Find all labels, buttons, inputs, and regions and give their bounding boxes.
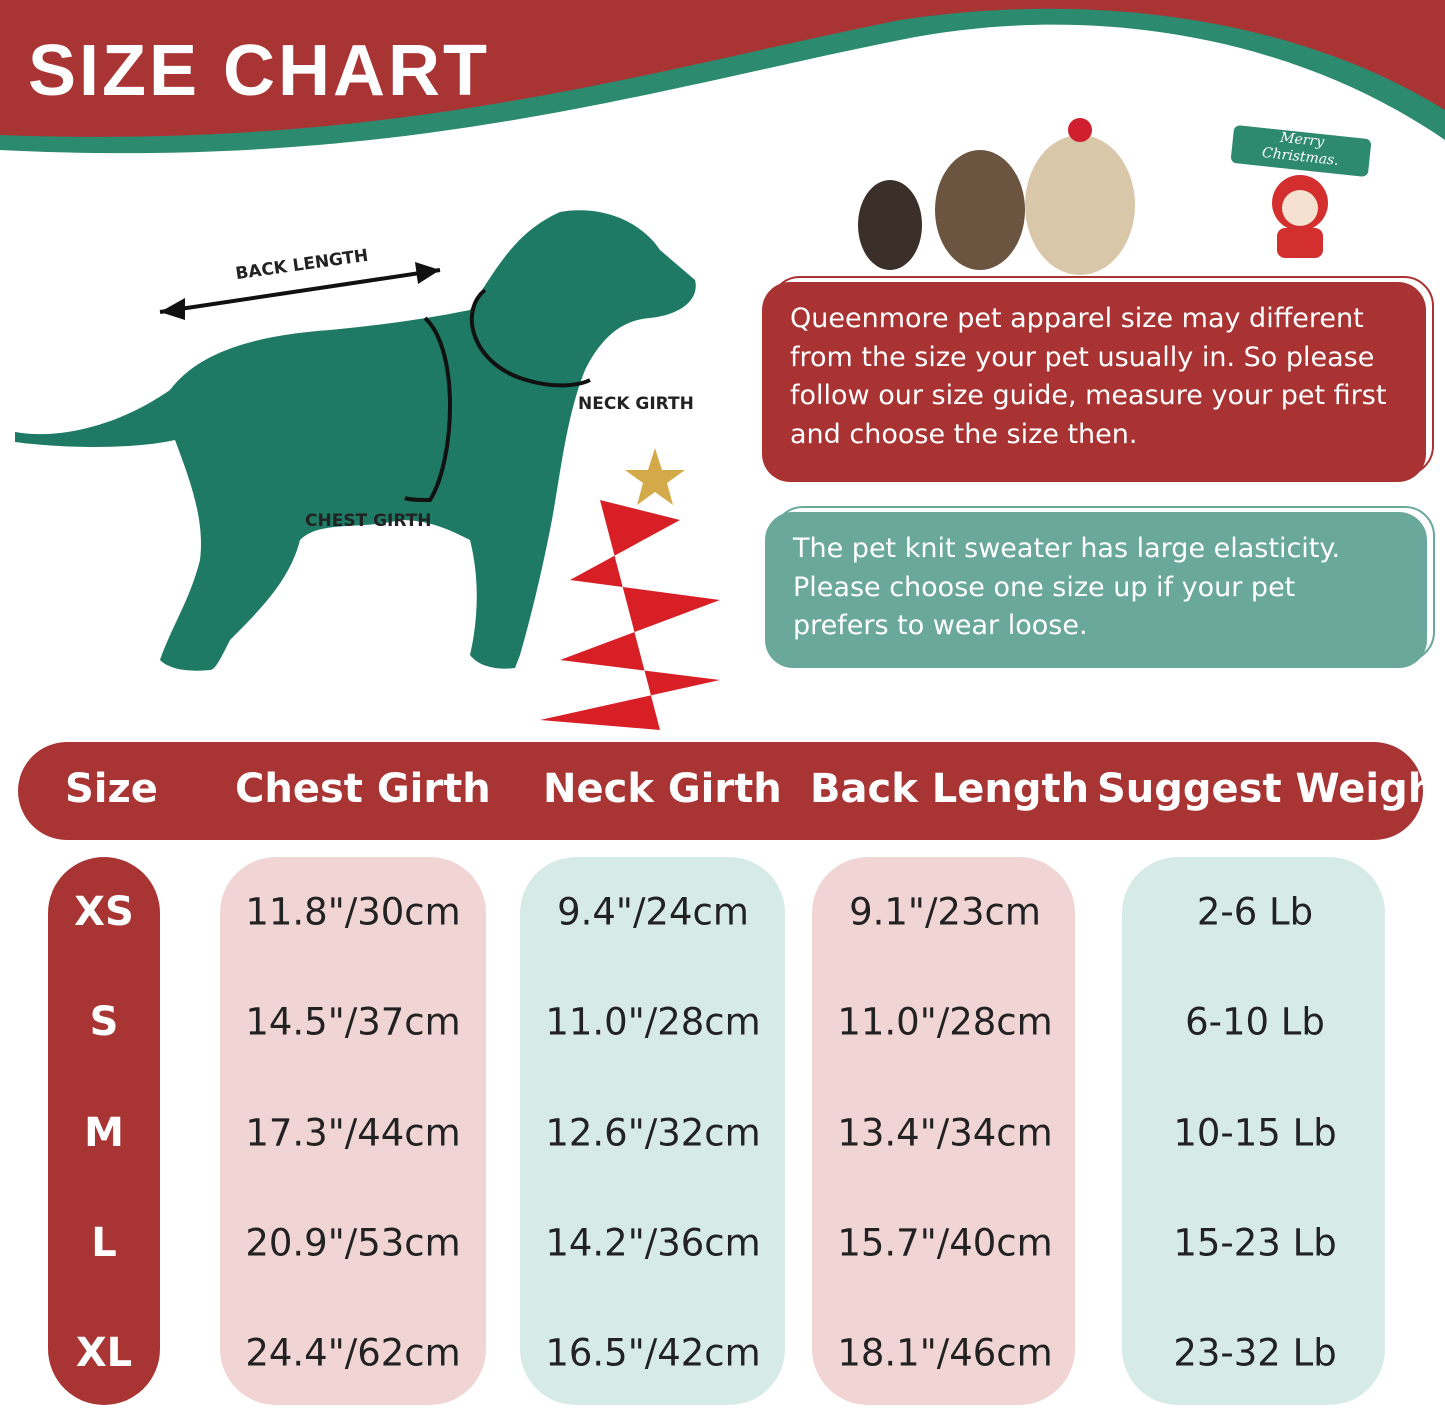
size-cell: S xyxy=(89,999,119,1045)
table-header-bar xyxy=(18,742,1423,840)
size-cell: L xyxy=(91,1220,117,1266)
header-neck-girth: Neck Girth xyxy=(543,766,782,812)
size-column xyxy=(48,857,160,1405)
elasticity-note: The pet knit sweater has large elasticit… xyxy=(765,512,1427,668)
neck-cell: 12.6"/32cm xyxy=(545,1111,761,1155)
back-cell: 11.0"/28cm xyxy=(837,1000,1053,1044)
suggest-weight-column xyxy=(1122,857,1385,1405)
weight-cell: 10-15 Lb xyxy=(1173,1111,1337,1155)
christmas-tree-decoration xyxy=(540,500,720,730)
back-cell: 15.7"/40cm xyxy=(837,1221,1053,1265)
weight-cell: 6-10 Lb xyxy=(1185,1000,1325,1044)
chest-girth-column xyxy=(220,857,486,1405)
dogs-photo xyxy=(858,118,1135,275)
chest-cell: 11.8"/30cm xyxy=(245,890,461,934)
header-banner xyxy=(0,0,1445,154)
size-cell: XL xyxy=(75,1330,133,1376)
fit-note: Queenmore pet apparel size may different… xyxy=(762,282,1426,482)
chest-cell: 14.5"/37cm xyxy=(245,1000,461,1044)
header-back-length: Back Length xyxy=(810,766,1090,812)
header-chest-girth: Chest Girth xyxy=(235,766,491,812)
santa-icon xyxy=(1272,175,1328,258)
neck-girth-label: NECK GIRTH xyxy=(578,394,694,414)
neck-cell: 14.2"/36cm xyxy=(545,1221,761,1265)
chest-cell: 24.4"/62cm xyxy=(245,1331,461,1375)
chest-girth-label: CHEST GIRTH xyxy=(305,511,432,531)
chest-cell: 17.3"/44cm xyxy=(245,1111,461,1155)
back-length-column xyxy=(812,857,1075,1405)
size-cell: XS xyxy=(74,889,134,935)
neck-cell: 9.4"/24cm xyxy=(557,890,749,934)
chest-girth-arrow xyxy=(404,316,452,503)
weight-cell: 15-23 Lb xyxy=(1173,1221,1337,1265)
neck-cell: 16.5"/42cm xyxy=(545,1331,761,1375)
back-cell: 13.4"/34cm xyxy=(837,1111,1053,1155)
neck-girth-column xyxy=(520,857,785,1405)
size-cell: M xyxy=(84,1110,124,1156)
neck-girth-arrow xyxy=(469,288,591,388)
page-title: SIZE CHART xyxy=(28,31,490,111)
star-icon xyxy=(625,448,685,505)
weight-cell: 2-6 Lb xyxy=(1196,890,1314,934)
back-cell: 9.1"/23cm xyxy=(849,890,1041,934)
header-suggest-weight: Suggest Weight xyxy=(1097,766,1445,812)
weight-cell: 23-32 Lb xyxy=(1173,1331,1337,1375)
neck-cell: 11.0"/28cm xyxy=(545,1000,761,1044)
back-length-arrow xyxy=(159,268,441,314)
dog-silhouette xyxy=(15,210,696,671)
dog-silhouette-diagram xyxy=(15,210,720,730)
chest-cell: 20.9"/53cm xyxy=(245,1221,461,1265)
back-cell: 18.1"/46cm xyxy=(837,1331,1053,1375)
header-size: Size xyxy=(65,766,158,812)
